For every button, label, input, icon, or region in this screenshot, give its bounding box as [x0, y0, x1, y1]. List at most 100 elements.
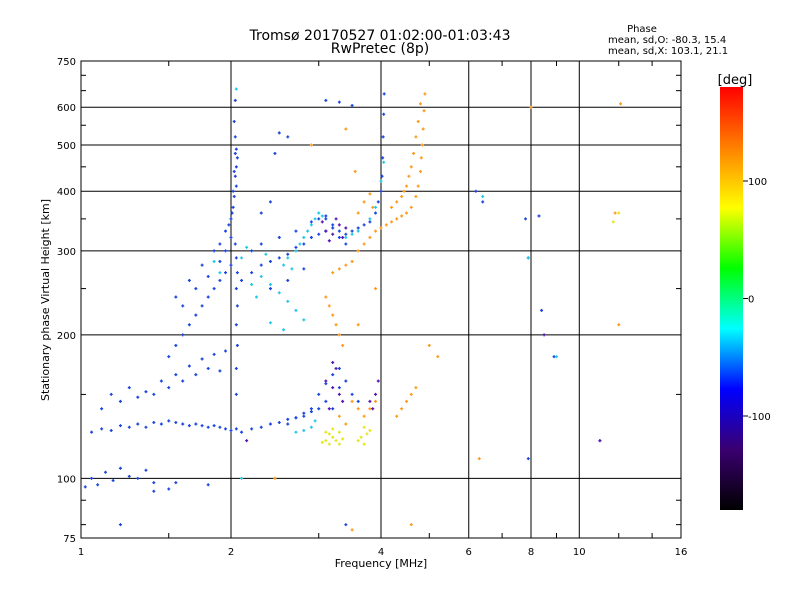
data-point	[229, 235, 233, 239]
data-point	[331, 271, 335, 275]
data-point	[233, 135, 237, 139]
data-point	[302, 411, 306, 415]
data-point	[407, 174, 411, 178]
data-point	[337, 392, 341, 396]
data-point	[350, 104, 354, 108]
data-point	[277, 131, 281, 135]
data-point	[96, 483, 100, 487]
data-point	[232, 120, 236, 124]
data-point	[234, 366, 238, 370]
data-point	[380, 174, 384, 178]
data-point	[344, 242, 348, 246]
data-point	[206, 275, 210, 279]
data-point	[374, 205, 378, 209]
data-point	[368, 407, 372, 411]
data-point	[344, 235, 348, 239]
data-point	[294, 249, 298, 253]
data-point	[344, 226, 348, 230]
data-point	[181, 422, 185, 426]
data-point	[419, 156, 423, 160]
data-point	[324, 98, 328, 102]
y-tick-label: 200	[57, 331, 76, 342]
data-point	[524, 217, 528, 221]
data-point	[218, 259, 222, 263]
data-point	[286, 422, 290, 426]
data-point	[90, 430, 94, 434]
data-point	[273, 151, 277, 155]
data-point	[331, 226, 335, 230]
colorbar-ticks: 100 0 -100	[743, 177, 771, 423]
data-point	[273, 476, 277, 480]
data-point	[324, 379, 328, 383]
data-point	[118, 424, 122, 428]
data-point	[118, 523, 122, 527]
data-point	[341, 399, 345, 403]
data-point	[90, 476, 94, 480]
data-point	[409, 392, 413, 396]
data-point	[341, 437, 345, 441]
stats-title: Phase	[627, 24, 657, 35]
data-point	[613, 211, 617, 215]
data-point	[611, 220, 615, 224]
data-point	[100, 427, 104, 431]
data-point	[83, 485, 87, 489]
data-point	[374, 211, 378, 215]
data-point	[395, 217, 399, 221]
data-point	[302, 318, 306, 322]
data-point	[542, 333, 546, 337]
data-point	[167, 487, 171, 491]
x-tick-label: 6	[466, 547, 472, 558]
data-point	[240, 278, 244, 282]
data-point	[309, 143, 313, 147]
data-point	[235, 271, 239, 275]
data-point	[232, 169, 236, 173]
data-point	[381, 135, 385, 139]
data-point	[317, 392, 321, 396]
data-point	[324, 399, 328, 403]
data-point	[187, 424, 191, 428]
data-point	[294, 245, 298, 249]
data-point	[371, 205, 375, 209]
data-point	[290, 267, 294, 271]
x-tick-label: 10	[573, 547, 586, 558]
data-point	[259, 275, 263, 279]
data-point	[206, 425, 210, 429]
data-point	[109, 392, 113, 396]
data-point	[341, 235, 345, 239]
data-point	[234, 392, 238, 396]
colorbar-gradient	[720, 87, 743, 510]
data-point	[409, 205, 413, 209]
data-point	[362, 223, 366, 227]
data-point	[331, 223, 335, 227]
data-point	[331, 435, 335, 439]
chart-subtitle: RwPretec (8p)	[331, 41, 429, 57]
data-point	[234, 87, 238, 91]
data-point	[371, 407, 375, 411]
data-point	[344, 523, 348, 527]
data-point	[320, 220, 324, 224]
data-point	[235, 343, 239, 347]
data-point	[234, 323, 238, 327]
data-point	[286, 278, 290, 282]
data-point	[152, 420, 156, 424]
data-point	[200, 304, 204, 308]
data-point	[324, 214, 328, 218]
data-point	[362, 242, 366, 246]
data-point	[317, 211, 321, 215]
data-point	[111, 478, 115, 482]
data-point	[167, 386, 171, 390]
data-point	[227, 223, 231, 227]
colorbar-label: [deg]	[718, 73, 753, 88]
data-point	[144, 468, 148, 472]
data-point	[368, 217, 372, 221]
data-point	[331, 407, 335, 411]
data-point	[414, 194, 418, 198]
data-point	[233, 242, 237, 246]
data-point	[309, 235, 313, 239]
data-point	[331, 386, 335, 390]
data-point	[356, 229, 360, 233]
data-point	[286, 417, 290, 421]
data-point	[350, 229, 354, 233]
data-point	[337, 442, 341, 446]
stats-line-x: mean, sd,X: 103.1, 21.1	[608, 46, 728, 57]
